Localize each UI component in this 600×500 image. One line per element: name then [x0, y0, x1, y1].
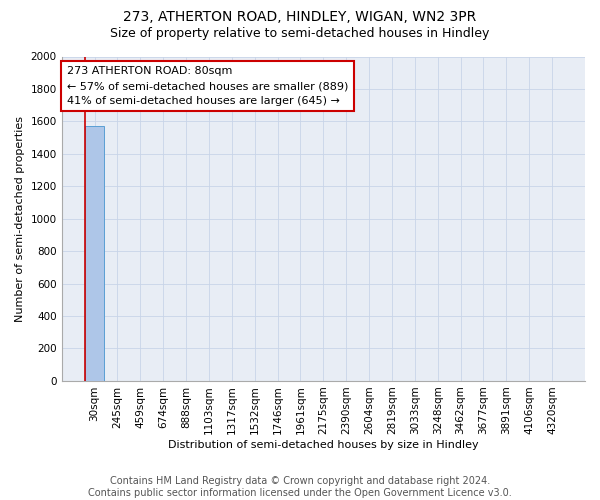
X-axis label: Distribution of semi-detached houses by size in Hindley: Distribution of semi-detached houses by …	[168, 440, 479, 450]
Text: 273 ATHERTON ROAD: 80sqm
← 57% of semi-detached houses are smaller (889)
41% of : 273 ATHERTON ROAD: 80sqm ← 57% of semi-d…	[67, 66, 348, 106]
Bar	[85, 126, 104, 381]
Text: Size of property relative to semi-detached houses in Hindley: Size of property relative to semi-detach…	[110, 28, 490, 40]
Text: 273, ATHERTON ROAD, HINDLEY, WIGAN, WN2 3PR: 273, ATHERTON ROAD, HINDLEY, WIGAN, WN2 …	[124, 10, 476, 24]
Y-axis label: Number of semi-detached properties: Number of semi-detached properties	[15, 116, 25, 322]
Text: Contains HM Land Registry data © Crown copyright and database right 2024.
Contai: Contains HM Land Registry data © Crown c…	[88, 476, 512, 498]
